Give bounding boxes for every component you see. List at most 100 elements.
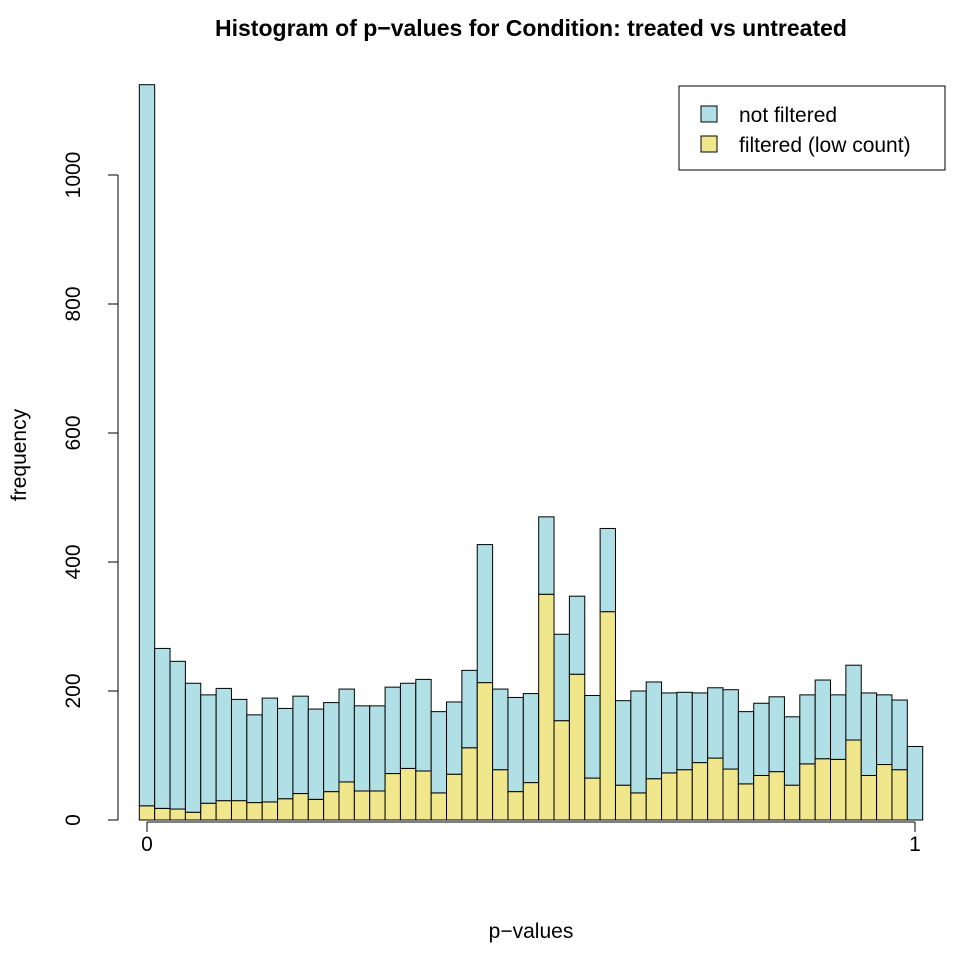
bar-filtered — [599, 611, 616, 821]
bar-not-filtered — [277, 707, 294, 800]
y-axis-label: frequency — [8, 408, 31, 501]
bar-not-filtered — [553, 633, 570, 722]
bar-not-filtered — [446, 701, 463, 775]
bar-filtered — [154, 807, 171, 821]
bar-filtered — [799, 763, 816, 821]
bar-not-filtered — [783, 716, 801, 786]
bar-not-filtered — [338, 688, 355, 783]
bar-filtered — [461, 747, 478, 821]
bar-filtered — [737, 783, 755, 821]
bar-filtered — [676, 769, 693, 821]
bar-filtered — [568, 673, 586, 821]
bar-not-filtered — [707, 687, 724, 759]
bar-filtered — [338, 781, 355, 821]
bar-not-filtered — [814, 679, 832, 760]
bar-filtered — [476, 682, 494, 821]
bar-filtered — [522, 782, 540, 821]
bar-not-filtered — [169, 660, 186, 810]
bar-filtered — [492, 769, 509, 821]
bar-filtered — [614, 784, 632, 821]
bar-filtered — [830, 758, 847, 821]
x-tick-label: 1 — [909, 833, 921, 856]
y-tick-label: 600 — [62, 415, 85, 450]
bar-not-filtered — [369, 705, 386, 792]
bar-filtered — [507, 791, 524, 821]
bar-filtered — [645, 778, 663, 821]
bar-filtered — [538, 593, 555, 821]
bar-not-filtered — [200, 694, 217, 804]
bar-not-filtered — [154, 647, 171, 809]
bar-not-filtered — [292, 695, 309, 795]
bar-not-filtered — [507, 696, 524, 793]
bar-filtered — [783, 784, 801, 821]
bar-filtered — [277, 798, 294, 821]
x-tick-label: 0 — [141, 833, 153, 856]
bar-not-filtered — [323, 702, 340, 793]
bar-filtered — [553, 720, 570, 821]
bar-not-filtered — [891, 699, 908, 771]
bar-filtered — [200, 802, 217, 821]
bar-not-filtered — [630, 690, 647, 794]
bar-not-filtered — [876, 694, 893, 766]
bar-filtered — [876, 764, 893, 821]
bar-filtered — [722, 768, 739, 821]
bar-not-filtered — [568, 595, 586, 675]
bar-filtered — [845, 739, 862, 821]
bar-filtered — [353, 790, 371, 821]
bars-group — [138, 84, 924, 821]
y-tick-label: 0 — [62, 814, 85, 826]
bar-not-filtered — [261, 697, 279, 803]
bar-not-filtered — [799, 694, 816, 765]
bar-not-filtered — [353, 705, 371, 792]
bar-filtered — [753, 774, 770, 821]
bar-not-filtered — [538, 516, 555, 595]
bar-not-filtered — [768, 696, 785, 773]
y-ticks-group: 0 200 400 600 800 1000 — [62, 152, 118, 826]
bar-filtered — [323, 791, 340, 821]
bar-not-filtered — [722, 689, 739, 770]
bar-not-filtered — [599, 527, 616, 613]
bar-not-filtered — [691, 692, 709, 764]
y-tick-label: 400 — [62, 544, 85, 579]
bar-not-filtered — [860, 692, 878, 776]
bar-not-filtered — [830, 694, 847, 760]
legend-box — [678, 85, 946, 171]
bar-filtered — [768, 771, 785, 821]
legend-swatch-not-filtered — [700, 105, 718, 123]
x-axis-label: p−values — [489, 920, 574, 943]
bar-not-filtered — [476, 544, 494, 684]
bar-filtered — [215, 800, 232, 821]
bar-filtered — [384, 773, 401, 821]
bar-not-filtered — [614, 700, 632, 786]
bar-filtered — [661, 772, 678, 821]
legend-swatch-filtered — [700, 135, 718, 153]
bar-not-filtered — [307, 708, 325, 800]
bar-not-filtered — [845, 664, 862, 741]
bar-not-filtered — [215, 687, 232, 802]
y-tick-label: 800 — [62, 286, 85, 321]
legend-label-not-filtered: not filtered — [739, 104, 837, 127]
bar-not-filtered — [246, 714, 263, 804]
bar-not-filtered — [461, 669, 478, 749]
bar-not-filtered — [492, 688, 509, 771]
bar-filtered — [430, 792, 448, 821]
bar-not-filtered — [384, 686, 401, 775]
legend: not filtered filtered (low count) — [678, 85, 946, 171]
bar-not-filtered — [138, 84, 156, 807]
bar-filtered — [415, 770, 432, 821]
legend-label-filtered: filtered (low count) — [739, 134, 911, 157]
bar-filtered — [891, 769, 908, 821]
bar-not-filtered — [584, 695, 601, 779]
y-tick-label: 200 — [62, 673, 85, 708]
bar-not-filtered — [430, 711, 448, 794]
bar-filtered — [860, 774, 878, 821]
bar-not-filtered — [415, 678, 432, 772]
bar-filtered — [292, 793, 309, 821]
bar-filtered — [691, 762, 709, 821]
bar-filtered — [707, 757, 724, 821]
bar-not-filtered — [230, 698, 248, 802]
bar-filtered — [446, 773, 463, 821]
bar-filtered — [584, 777, 601, 821]
bar-filtered — [399, 767, 417, 821]
